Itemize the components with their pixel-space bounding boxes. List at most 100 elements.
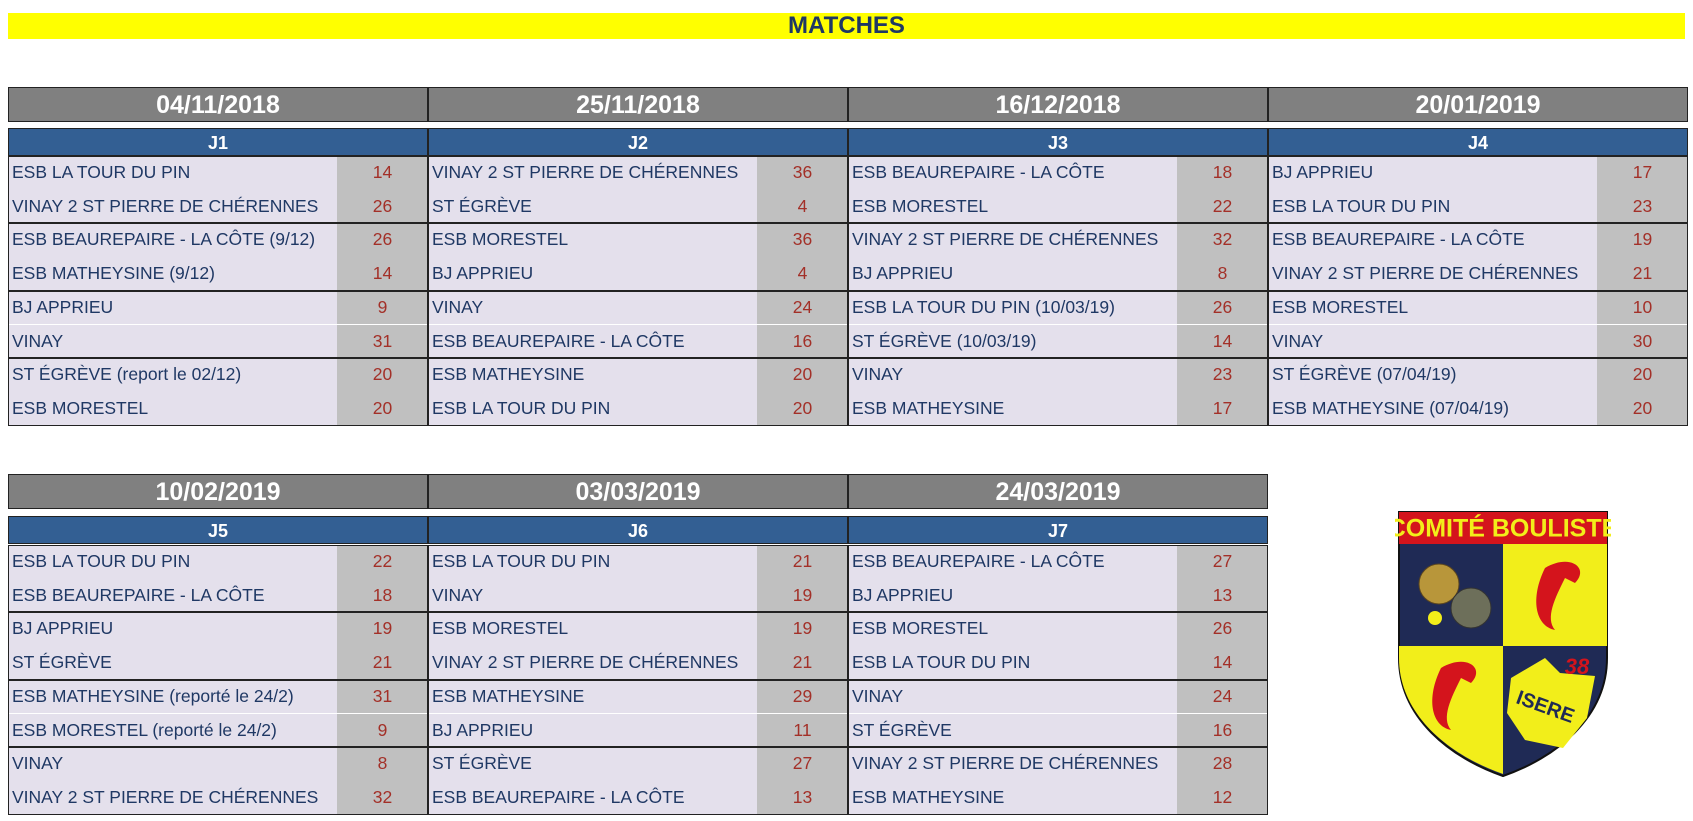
team-name: ESB MATHEYSINE (428, 358, 757, 392)
score: 24 (757, 290, 848, 325)
score: 31 (337, 324, 428, 359)
team-name: VINAY 2 ST PIERRE DE CHÉRENNES (428, 646, 757, 680)
score: 27 (757, 747, 848, 781)
score: 11 (757, 713, 848, 748)
score: 20 (337, 358, 428, 392)
team-name: ESB MORESTEL (428, 612, 757, 647)
team-name: VINAY 2 ST PIERRE DE CHÉRENNES (428, 156, 757, 190)
score: 14 (1177, 646, 1268, 680)
score: 21 (1597, 257, 1688, 291)
score: 20 (1597, 358, 1688, 392)
team-name: ESB MATHEYSINE (07/04/19) (1268, 391, 1597, 426)
score: 14 (337, 257, 428, 291)
round-label: J6 (428, 516, 848, 544)
team-name: BJ APPRIEU (848, 257, 1177, 291)
score: 26 (1177, 612, 1268, 647)
score: 8 (337, 747, 428, 781)
score: 12 (1177, 780, 1268, 815)
team-name: ESB BEAUREPAIRE - LA CÔTE (1268, 223, 1597, 258)
score: 18 (337, 578, 428, 613)
team-name: ST ÉGRÈVE (report le 02/12) (8, 358, 337, 392)
team-name: BJ APPRIEU (1268, 156, 1597, 190)
team-name: VINAY (1268, 324, 1597, 359)
score: 19 (337, 612, 428, 647)
team-name: ESB MATHEYSINE (848, 780, 1177, 815)
score: 22 (1177, 189, 1268, 224)
round-date: 03/03/2019 (428, 474, 848, 509)
team-name: ST ÉGRÈVE (07/04/19) (1268, 358, 1597, 392)
score: 32 (337, 780, 428, 815)
score: 17 (1177, 391, 1268, 426)
round-label: J2 (428, 128, 848, 156)
score: 23 (1177, 358, 1268, 392)
score: 20 (757, 391, 848, 426)
team-name: ST ÉGRÈVE (428, 747, 757, 781)
team-name: ESB BEAUREPAIRE - LA CÔTE (848, 156, 1177, 190)
round-date: 25/11/2018 (428, 87, 848, 122)
team-name: ESB LA TOUR DU PIN (8, 156, 337, 190)
score: 26 (337, 223, 428, 258)
team-name: VINAY (848, 358, 1177, 392)
score: 36 (757, 223, 848, 258)
team-name: ESB MORESTEL (848, 612, 1177, 647)
title: MATCHES (8, 13, 1685, 39)
score: 30 (1597, 324, 1688, 359)
team-name: VINAY 2 ST PIERRE DE CHÉRENNES (848, 747, 1177, 781)
score: 28 (1177, 747, 1268, 781)
score: 27 (1177, 545, 1268, 579)
round-date: 04/11/2018 (8, 87, 428, 122)
score: 4 (757, 189, 848, 224)
team-name: ESB LA TOUR DU PIN (10/03/19) (848, 290, 1177, 325)
score: 13 (1177, 578, 1268, 613)
score: 13 (757, 780, 848, 815)
score: 10 (1597, 290, 1688, 325)
score: 21 (337, 646, 428, 680)
team-name: ESB BEAUREPAIRE - LA CÔTE (848, 545, 1177, 579)
score: 14 (337, 156, 428, 190)
score: 21 (757, 545, 848, 579)
team-name: ESB MORESTEL (reporté le 24/2) (8, 713, 337, 748)
score: 23 (1597, 189, 1688, 224)
score: 20 (337, 391, 428, 426)
team-name: ESB LA TOUR DU PIN (1268, 189, 1597, 224)
team-name: ESB BEAUREPAIRE - LA CÔTE (428, 780, 757, 815)
round-label: J1 (8, 128, 428, 156)
score: 19 (757, 612, 848, 647)
score: 21 (757, 646, 848, 680)
logo-title: COMITÉ BOULISTE (1395, 514, 1611, 543)
round-date: 10/02/2019 (8, 474, 428, 509)
team-name: ESB LA TOUR DU PIN (848, 646, 1177, 680)
team-name: ESB MATHEYSINE (9/12) (8, 257, 337, 291)
team-name: BJ APPRIEU (428, 257, 757, 291)
score: 19 (757, 578, 848, 613)
team-name: ESB MATHEYSINE (428, 679, 757, 714)
score: 17 (1597, 156, 1688, 190)
team-name: ESB MORESTEL (1268, 290, 1597, 325)
team-name: ST ÉGRÈVE (428, 189, 757, 224)
team-name: VINAY 2 ST PIERRE DE CHÉRENNES (848, 223, 1177, 258)
round-date: 24/03/2019 (848, 474, 1268, 509)
score: 16 (757, 324, 848, 359)
team-name: ESB BEAUREPAIRE - LA CÔTE (428, 324, 757, 359)
team-name: ESB LA TOUR DU PIN (428, 391, 757, 426)
score: 29 (757, 679, 848, 714)
round-date: 20/01/2019 (1268, 87, 1688, 122)
team-name: VINAY (428, 290, 757, 325)
round-date: 16/12/2018 (848, 87, 1268, 122)
score: 36 (757, 156, 848, 190)
round-label: J5 (8, 516, 428, 544)
team-name: ESB BEAUREPAIRE - LA CÔTE (8, 578, 337, 613)
team-name: BJ APPRIEU (8, 612, 337, 647)
score: 9 (337, 713, 428, 748)
team-name: VINAY (8, 747, 337, 781)
team-name: ESB MORESTEL (8, 391, 337, 426)
team-name: ESB BEAUREPAIRE - LA CÔTE (9/12) (8, 223, 337, 258)
team-name: VINAY (8, 324, 337, 359)
team-name: BJ APPRIEU (848, 578, 1177, 613)
score: 31 (337, 679, 428, 714)
score: 16 (1177, 713, 1268, 748)
score: 20 (757, 358, 848, 392)
team-name: ESB MATHEYSINE (848, 391, 1177, 426)
score: 8 (1177, 257, 1268, 291)
team-name: ST ÉGRÈVE (10/03/19) (848, 324, 1177, 359)
